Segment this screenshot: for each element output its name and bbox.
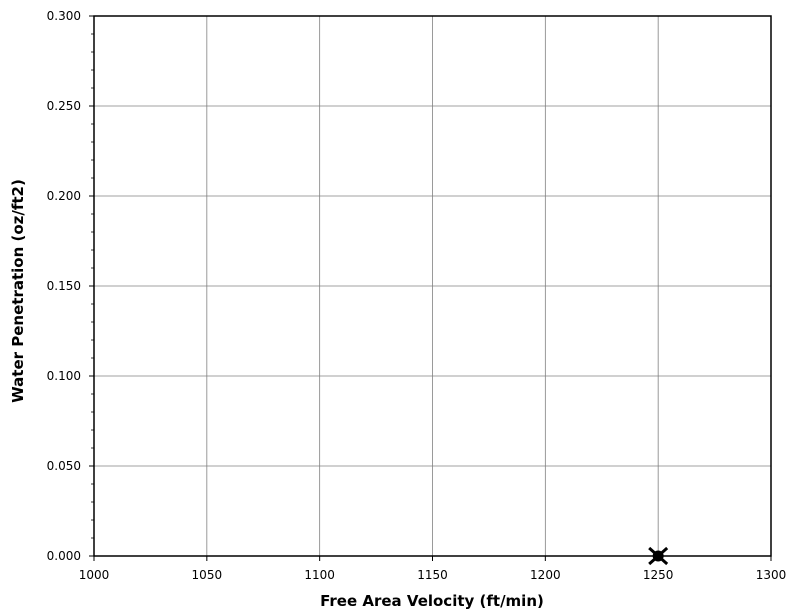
y-tick-label: 0.050 xyxy=(47,459,81,473)
y-tick-label: 0.300 xyxy=(47,9,81,23)
y-tick-label: 0.200 xyxy=(47,189,81,203)
x-tick-label: 1250 xyxy=(643,568,674,582)
y-tick-labels: 0.000 0.050 0.100 0.150 0.200 0.250 0.300 xyxy=(47,9,81,563)
data-point xyxy=(648,546,669,566)
x-tick-label: 1050 xyxy=(192,568,223,582)
x-axis-title: Free Area Velocity (ft/min) xyxy=(320,592,544,610)
data-points xyxy=(648,546,669,566)
y-axis-title: Water Penetration (oz/ft2) xyxy=(9,179,27,403)
gridlines xyxy=(94,16,771,556)
x-tick-label: 1000 xyxy=(79,568,110,582)
x-tick-label: 1100 xyxy=(304,568,335,582)
plot-frame xyxy=(93,15,772,557)
x-tick-label: 1200 xyxy=(530,568,561,582)
x-tick-label: 1150 xyxy=(417,568,448,582)
y-tick-label: 0.250 xyxy=(47,99,81,113)
x-tick-label: 1300 xyxy=(756,568,787,582)
x-tick-labels: 1000 1050 1100 1150 1200 1250 1300 xyxy=(79,568,787,582)
y-tick-label: 0.150 xyxy=(47,279,81,293)
y-tick-label: 0.000 xyxy=(47,549,81,563)
y-tick-label: 0.100 xyxy=(47,369,81,383)
data-point-cross xyxy=(648,546,669,566)
